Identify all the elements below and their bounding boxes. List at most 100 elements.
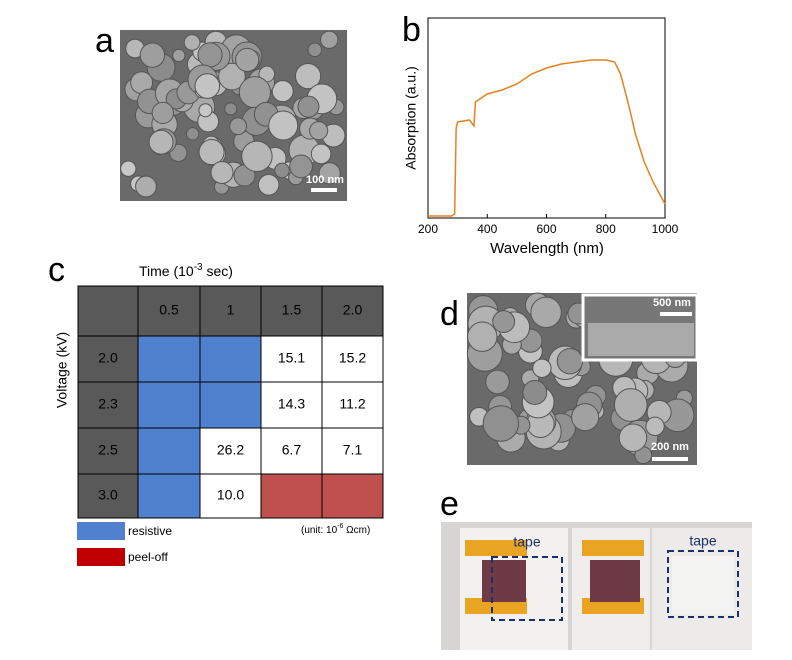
grain (309, 121, 329, 141)
grain (218, 62, 246, 91)
grain (556, 347, 584, 375)
table: 0.5 1 1.5 2.0 2.0 15.1 15.2 2.3 14.3 11.2 2.5 26.2 6… (77, 285, 384, 566)
grain (310, 143, 332, 165)
superscript: -3 (194, 262, 203, 273)
grain (185, 127, 200, 141)
absorption-line (428, 59, 666, 217)
grain (198, 103, 213, 118)
grain (229, 117, 248, 136)
grain (235, 47, 260, 72)
grain (210, 160, 234, 184)
grain (297, 95, 320, 118)
grain (271, 80, 294, 103)
grain (268, 110, 299, 141)
grain (522, 379, 548, 405)
table-cell (199, 381, 262, 429)
legend-label: peel-off (128, 550, 168, 564)
row-header: 2.0 (98, 350, 118, 366)
grain (120, 160, 137, 177)
grain (224, 102, 238, 116)
scale-label: 100 nm (306, 174, 344, 186)
grain (257, 173, 280, 196)
grain (532, 358, 552, 378)
grain (645, 416, 665, 437)
grain (618, 423, 648, 452)
table-cell (137, 335, 201, 383)
grain (571, 403, 600, 432)
row-header: 2.5 (98, 442, 118, 458)
cell-value: 6.7 (282, 442, 302, 458)
superscript: -6 (337, 523, 343, 530)
x-tick-label: 200 (418, 222, 438, 236)
grain (492, 310, 516, 334)
grain (151, 101, 174, 125)
grain (485, 369, 510, 395)
grain (148, 129, 174, 155)
scale-label: 200 nm (651, 441, 689, 453)
table-cell (137, 285, 201, 337)
scale-label: 500 nm (653, 297, 691, 309)
column-header: 2.0 (343, 302, 363, 318)
column-header: 1.5 (282, 302, 302, 318)
table-cell (260, 381, 323, 429)
table-cell (260, 427, 323, 475)
table-cell (199, 335, 262, 383)
table-cell (199, 427, 262, 475)
inset-film (588, 323, 694, 356)
legend-swatch (77, 522, 125, 540)
cell-value: 11.2 (339, 396, 365, 412)
y-axis-label: Absorption (a.u.) (403, 66, 419, 170)
table-cell (137, 427, 201, 475)
column-header: 1 (227, 302, 235, 318)
x-tick-label: 800 (596, 222, 616, 236)
grain (172, 48, 186, 63)
sem-image (120, 30, 347, 201)
legend-label: resistive (128, 524, 172, 538)
x-tick-label: 400 (477, 222, 497, 236)
row-header: 3.0 (98, 487, 118, 503)
table-cell (77, 473, 139, 519)
x-tick-label: 600 (536, 222, 556, 236)
table-cell (137, 473, 201, 519)
text: Time (10 (139, 263, 194, 279)
grain (294, 63, 322, 90)
grain (318, 162, 341, 185)
cell-value: 7.1 (343, 442, 363, 458)
grain (198, 139, 225, 166)
sem-image (466, 292, 698, 465)
grain (320, 30, 339, 49)
x-tick-label: 1000 (652, 222, 679, 236)
plot-frame (427, 17, 666, 219)
cell-value: 10.0 (217, 487, 244, 503)
grain (274, 162, 290, 179)
table-cell (321, 427, 384, 475)
panel-label: c (48, 251, 65, 289)
text: Ωcm) (343, 525, 370, 536)
grain (613, 388, 648, 422)
table-cell (77, 427, 139, 475)
table-cell (321, 473, 384, 519)
grain (183, 34, 201, 51)
legend-swatch (77, 548, 125, 566)
tape-label: tape (513, 534, 540, 550)
panel-label: a (95, 22, 114, 60)
cell-value: 14.3 (278, 396, 305, 412)
unit-note: (unit: 10-6 Ωcm) (301, 523, 370, 536)
grain (197, 42, 223, 68)
panel-label: d (440, 295, 459, 333)
grain (307, 42, 323, 58)
voltage-title: Voltage (kV) (54, 332, 70, 408)
table-cell (77, 285, 139, 337)
grain (139, 42, 166, 68)
photo (441, 522, 752, 650)
panel-label: e (440, 485, 459, 523)
grain (241, 140, 273, 173)
x-axis-label: Wavelength (nm) (490, 240, 604, 257)
table-cell (260, 285, 323, 337)
grain (467, 321, 498, 352)
grain (135, 175, 157, 198)
column-header: 0.5 (159, 302, 179, 318)
table-cell (199, 473, 262, 519)
table-cell (321, 335, 384, 383)
